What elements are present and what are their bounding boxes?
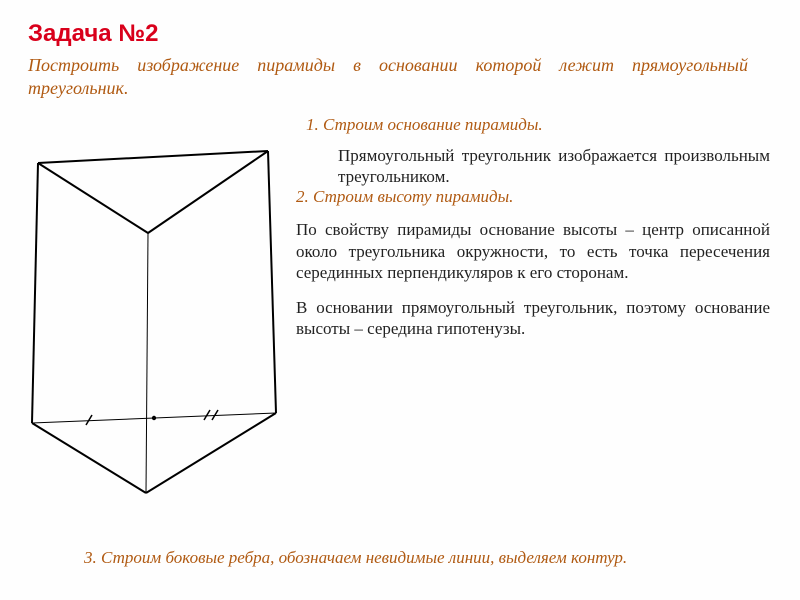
text-column: 1. Строим основание пирамиды. Прямоуголь…: [296, 115, 776, 354]
pyramid-svg: [18, 123, 298, 503]
paragraph-1: Прямоугольный треугольник изображается п…: [296, 145, 776, 188]
paragraph-2: По свойству пирамиды основание высоты – …: [296, 219, 776, 283]
step-3-heading: 3. Строим боковые ребра, обозначаем неви…: [84, 547, 724, 569]
content-area: 1. Строим основание пирамиды. Прямоуголь…: [28, 115, 772, 575]
problem-subtitle: Построить изображение пирамиды в основан…: [28, 54, 748, 101]
pyramid-figure: [18, 123, 298, 493]
step-1-heading: 1. Строим основание пирамиды.: [296, 115, 776, 135]
problem-title: Задача №2: [28, 20, 772, 48]
paragraph-3: В основании прямоугольный треугольник, п…: [296, 297, 776, 340]
step-2-heading: 2. Строим высоту пирамиды.: [296, 187, 776, 207]
